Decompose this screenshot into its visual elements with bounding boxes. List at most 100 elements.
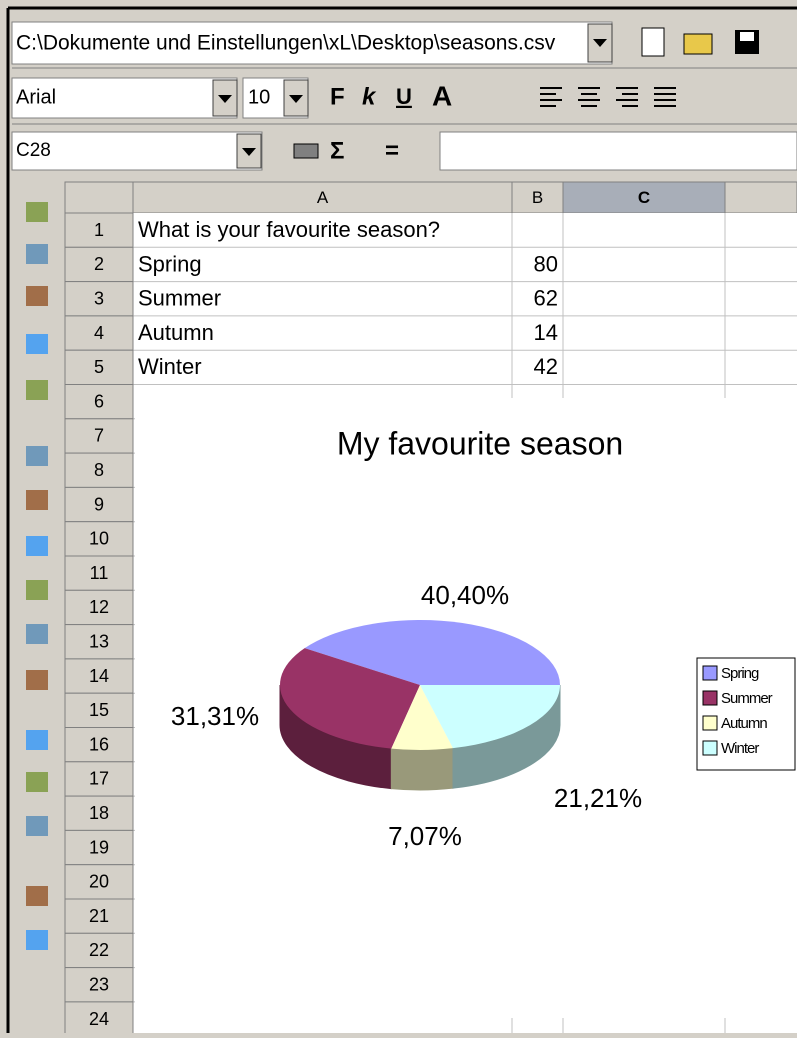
row-number: 15 bbox=[89, 700, 109, 720]
row-header[interactable] bbox=[64, 624, 134, 660]
data-label: 31,31% bbox=[171, 701, 259, 731]
data-label: 21,21% bbox=[554, 783, 642, 813]
bold-button[interactable]: F bbox=[330, 83, 345, 110]
tool-icon[interactable] bbox=[26, 286, 48, 306]
cell-text: Spring bbox=[138, 251, 202, 276]
cell-text: Summer bbox=[138, 286, 221, 311]
tool-icon[interactable] bbox=[26, 816, 48, 836]
tool-icon[interactable] bbox=[26, 202, 48, 222]
row-header[interactable] bbox=[64, 795, 134, 831]
row-header[interactable] bbox=[64, 932, 134, 969]
row-number: 2 bbox=[94, 254, 104, 274]
row-number: 12 bbox=[89, 597, 109, 617]
file-path: C:\Dokumente und Einstellungen\xL\Deskto… bbox=[16, 32, 556, 55]
cell-text: What is your favourite season? bbox=[138, 217, 440, 242]
sum-button[interactable]: Σ bbox=[330, 137, 344, 164]
cell-number: 14 bbox=[534, 320, 558, 345]
row-header[interactable] bbox=[64, 384, 134, 420]
row-header[interactable] bbox=[64, 246, 134, 283]
arrow bbox=[242, 148, 256, 156]
tool-icon[interactable] bbox=[26, 730, 48, 750]
row-header[interactable] bbox=[64, 967, 134, 1003]
tool-icon[interactable] bbox=[26, 624, 48, 644]
column-label: B bbox=[532, 188, 543, 207]
row-number: 13 bbox=[89, 632, 109, 652]
row-header[interactable] bbox=[64, 898, 134, 934]
arrow bbox=[593, 39, 607, 47]
underline-button[interactable]: U bbox=[396, 84, 412, 109]
row-number: 9 bbox=[94, 494, 104, 514]
italic-button[interactable]: k bbox=[362, 83, 377, 110]
column-header[interactable] bbox=[562, 181, 726, 214]
row-header[interactable] bbox=[64, 727, 134, 763]
tool-icon[interactable] bbox=[26, 490, 48, 510]
row-header[interactable] bbox=[64, 315, 134, 351]
name-box[interactable] bbox=[11, 131, 263, 171]
tool-icon[interactable] bbox=[26, 244, 48, 264]
tool-icon[interactable] bbox=[26, 380, 48, 400]
row-number: 11 bbox=[90, 563, 109, 583]
tool-icon[interactable] bbox=[26, 580, 48, 600]
tool-icon[interactable] bbox=[26, 930, 48, 950]
font-size: 10 bbox=[248, 86, 270, 108]
legend-label: Summer bbox=[721, 690, 773, 707]
row-number: 16 bbox=[89, 734, 109, 754]
cell-number: 80 bbox=[534, 251, 558, 276]
row-header[interactable] bbox=[64, 829, 134, 866]
row-header[interactable] bbox=[64, 452, 134, 488]
row-header[interactable] bbox=[64, 589, 134, 626]
tool-icon[interactable] bbox=[26, 536, 48, 556]
function-icon[interactable] bbox=[293, 143, 319, 159]
tool-icon[interactable] bbox=[26, 886, 48, 906]
open-icon[interactable] bbox=[683, 33, 713, 55]
legend-label: Winter bbox=[721, 740, 759, 757]
row-header[interactable] bbox=[64, 281, 134, 317]
column-header[interactable] bbox=[132, 181, 513, 214]
arrow bbox=[289, 95, 303, 103]
row-header[interactable] bbox=[64, 761, 134, 797]
row-header[interactable] bbox=[64, 349, 134, 386]
row-header[interactable] bbox=[64, 864, 134, 900]
row-number: 23 bbox=[89, 975, 109, 995]
legend-swatch bbox=[702, 665, 718, 681]
tool-icon[interactable] bbox=[26, 334, 48, 354]
row-header[interactable] bbox=[64, 486, 134, 523]
column-label: C bbox=[638, 188, 650, 207]
cell-text: Autumn bbox=[138, 320, 214, 345]
formula-input[interactable] bbox=[439, 131, 797, 171]
row-header[interactable] bbox=[64, 1001, 134, 1037]
row-header[interactable] bbox=[64, 555, 134, 591]
corner bbox=[64, 181, 134, 214]
row-number: 5 bbox=[94, 357, 104, 377]
data-label: 7,07% bbox=[388, 821, 462, 851]
tool-icon[interactable] bbox=[26, 446, 48, 466]
dropdown[interactable] bbox=[587, 23, 613, 63]
font-box[interactable] bbox=[11, 77, 238, 119]
cell-number: 62 bbox=[534, 286, 558, 311]
slice bbox=[420, 685, 560, 749]
arrow bbox=[218, 95, 232, 103]
row-header[interactable] bbox=[64, 658, 134, 694]
equals-button[interactable]: = bbox=[385, 137, 399, 164]
tool-icon[interactable] bbox=[26, 772, 48, 792]
url-box[interactable] bbox=[11, 21, 613, 65]
row-number: 20 bbox=[89, 872, 109, 892]
slice bbox=[304, 620, 560, 685]
row-number: 18 bbox=[89, 803, 109, 823]
row-number: 10 bbox=[89, 529, 109, 549]
dropdown[interactable] bbox=[283, 79, 309, 117]
tool-icon[interactable] bbox=[26, 670, 48, 690]
row-header[interactable] bbox=[64, 418, 134, 454]
row-number: 14 bbox=[89, 666, 109, 686]
color-button[interactable]: A bbox=[432, 80, 452, 111]
row-number: 3 bbox=[94, 289, 104, 309]
new-icon[interactable] bbox=[641, 27, 665, 57]
row-header[interactable] bbox=[64, 212, 134, 248]
row-header[interactable] bbox=[64, 692, 134, 729]
row-header[interactable] bbox=[64, 521, 134, 557]
legend-swatch bbox=[702, 715, 718, 731]
column-label: A bbox=[317, 188, 329, 207]
row-number: 7 bbox=[94, 426, 104, 446]
row-number: 21 bbox=[89, 906, 109, 926]
